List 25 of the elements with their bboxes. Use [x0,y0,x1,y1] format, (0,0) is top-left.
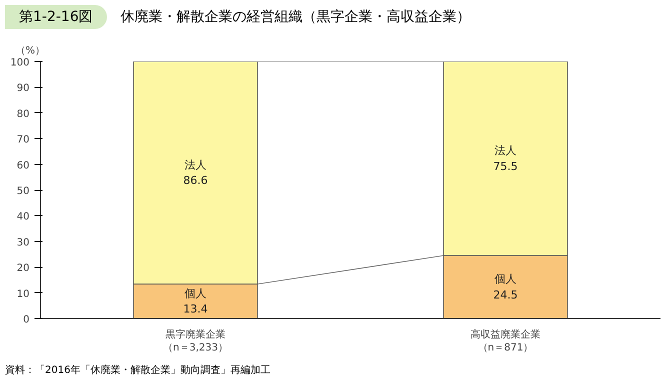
text: 法人 [494,144,516,158]
series-label: 個人 [184,286,206,300]
y-tick-label: 90 [16,83,30,94]
y-axis-title: （%） [16,46,46,56]
y-tick-label: 80 [16,108,30,120]
y-tick-label: 100 [10,58,30,68]
data-label: 24.5 [493,288,518,302]
y-tick-label: 10 [16,288,30,300]
text: 個人 [494,272,516,286]
data-label: 75.5 [493,160,518,173]
data-label: 86.6 [183,174,208,188]
y-tick-label: 70 [16,134,30,146]
y-tick-label: 50 [16,186,30,197]
y-tick-label: 60 [16,160,30,172]
series-label: 法人 [184,158,206,172]
text: 資料：「2016年「休廃業・解散企業」動向調査」再編加工 [5,364,270,378]
y-tick-label: 20 [16,263,30,274]
data-label: 13.4 [183,302,208,316]
x-tick-label: 高収益廃業企業（n＝871） [470,328,540,354]
y-tick-label: 40 [16,212,30,223]
chart-subtitle: 休廃業・解散企業の経営組織（黒字企業・高収益企業） [120,8,471,27]
y-tick-label: 0 [23,314,30,326]
chart-title: 第1-2-16図 [5,5,107,29]
y-tick-label: 30 [16,237,30,248]
x-tick-label: 黒字廃業企業（n＝3,233） [163,328,228,354]
